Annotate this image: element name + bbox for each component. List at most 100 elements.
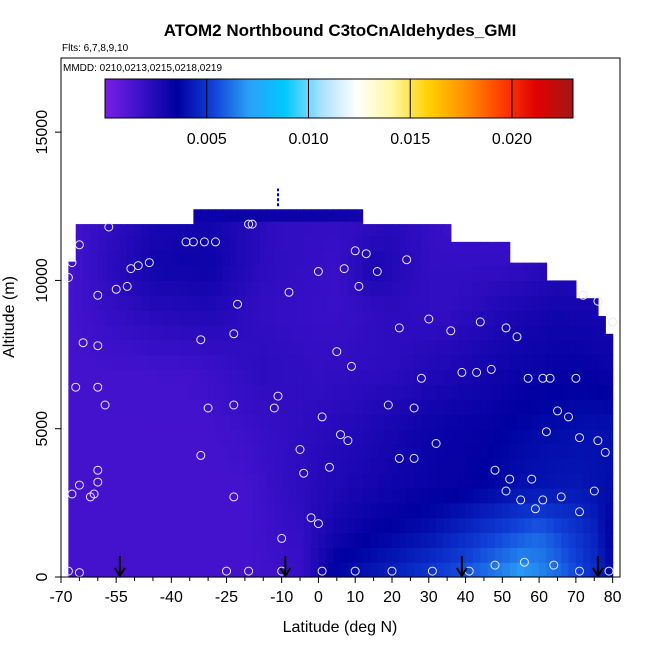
heatmap-cell <box>377 532 386 548</box>
heatmap-cell <box>186 399 194 415</box>
heatmap-cell <box>480 310 489 326</box>
heatmap-cell <box>75 517 84 534</box>
heatmap-cell <box>156 339 165 356</box>
heatmap-cell <box>149 324 158 341</box>
heatmap-cell <box>325 428 334 445</box>
heatmap-cell <box>127 235 136 252</box>
heatmap-cell <box>391 473 400 489</box>
sample-point <box>343 436 353 446</box>
heatmap-cell <box>583 547 592 563</box>
heatmap-cell <box>539 265 548 282</box>
sample-point <box>553 406 562 416</box>
heatmap-cell <box>472 562 481 578</box>
heatmap-cell <box>539 310 548 326</box>
heatmap-cell <box>156 265 165 282</box>
heatmap-cell <box>340 250 349 267</box>
heatmap-cell <box>509 532 518 548</box>
heatmap-cell <box>141 280 150 296</box>
heatmap-cell <box>163 443 172 459</box>
sample-point <box>133 261 143 271</box>
heatmap-cell <box>112 324 121 341</box>
heatmap-cell <box>428 224 437 237</box>
heatmap-cell <box>259 532 268 548</box>
heatmap-cell <box>222 399 231 415</box>
heatmap-cell <box>318 443 327 459</box>
sample-point <box>409 453 419 463</box>
heatmap-cell <box>487 241 496 252</box>
heatmap-cell <box>163 547 172 563</box>
heatmap-cell <box>193 369 202 385</box>
heatmap-cell <box>517 532 525 548</box>
heatmap-cell <box>597 473 606 489</box>
heatmap-cell <box>171 473 180 489</box>
heatmap-cell <box>553 547 562 563</box>
heatmap-cell <box>583 443 592 459</box>
heatmap-cell <box>266 428 275 445</box>
heatmap-cell <box>193 354 202 370</box>
heatmap-cell <box>414 517 423 534</box>
heatmap-cell <box>575 399 584 415</box>
heatmap-cell <box>325 209 334 222</box>
heatmap-cell <box>524 502 533 519</box>
heatmap-cell <box>421 547 430 563</box>
sample-point <box>247 219 257 229</box>
heatmap-cell <box>186 502 194 519</box>
heatmap-cell <box>450 280 459 296</box>
heatmap-cell <box>134 369 143 385</box>
heatmap-cell <box>274 280 283 296</box>
heatmap-cell <box>436 339 445 356</box>
heatmap-cell <box>186 369 194 385</box>
heatmap-cell <box>156 428 165 445</box>
heatmap-cell <box>436 458 445 474</box>
heatmap-cell <box>68 265 77 282</box>
heatmap-cell <box>517 265 525 282</box>
heatmap-cell <box>406 428 415 445</box>
heatmap-cell <box>597 502 606 519</box>
heatmap-cell <box>105 473 114 489</box>
sample-point <box>104 222 114 232</box>
heatmap-cell <box>208 384 217 400</box>
heatmap-cell <box>333 354 342 370</box>
heatmap-cell <box>149 369 158 385</box>
heatmap-cell <box>583 502 592 519</box>
heatmap-cell <box>141 369 150 385</box>
heatmap-cell <box>502 399 511 415</box>
heatmap-cell <box>325 354 334 370</box>
heatmap-cell <box>112 547 121 563</box>
heatmap-cell <box>421 488 430 504</box>
heatmap-cell <box>105 339 114 356</box>
heatmap-cell <box>237 458 246 474</box>
heatmap-cell <box>141 473 150 489</box>
heatmap-cell <box>112 443 121 459</box>
heatmap-cell <box>156 280 165 296</box>
heatmap-cell <box>318 354 327 370</box>
heatmap-cell <box>465 241 474 252</box>
heatmap-cell <box>502 250 511 267</box>
heatmap-cell <box>163 399 172 415</box>
heatmap-cell <box>406 369 415 385</box>
heatmap-cell <box>369 384 378 400</box>
heatmap-cell <box>517 295 525 311</box>
heatmap-cell <box>436 443 445 459</box>
heatmap-cell <box>156 547 165 563</box>
heatmap-cell <box>274 235 283 252</box>
heatmap-cell <box>502 384 511 400</box>
sample-point <box>100 400 110 410</box>
heatmap-cell <box>105 562 114 578</box>
heatmap-cell <box>487 443 496 459</box>
heatmap-cell <box>517 502 525 519</box>
heatmap-cell <box>546 443 555 459</box>
x-tick-label: 30 <box>420 589 438 606</box>
heatmap-cell <box>546 562 555 578</box>
heatmap-cell <box>458 324 467 341</box>
heatmap-cell <box>237 384 246 400</box>
heatmap-cell <box>355 280 364 296</box>
heatmap-cell <box>509 399 518 415</box>
heatmap-cell <box>200 339 209 356</box>
colorbar-tick-label: 0.010 <box>288 131 328 148</box>
heatmap-cell <box>259 428 268 445</box>
sample-point <box>354 281 364 291</box>
heatmap-cell <box>303 280 312 296</box>
x-tick-label: 40 <box>457 589 475 606</box>
heatmap-cell <box>524 413 533 430</box>
